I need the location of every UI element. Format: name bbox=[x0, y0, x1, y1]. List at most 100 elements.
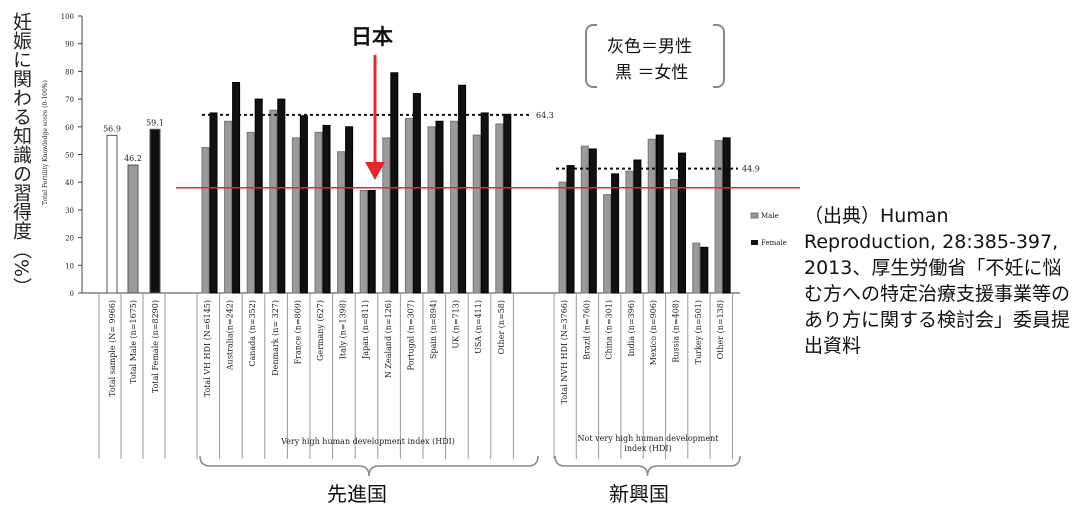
x-tick-label: Canada (n=352) bbox=[248, 300, 257, 367]
x-tick-label: Total NVH HDI (N=3766) bbox=[560, 300, 569, 404]
y-axis-title: 妊娠に関わる知識の習得度（%） bbox=[10, 12, 32, 297]
bar-female-nvhhdi bbox=[633, 159, 642, 294]
reference-label-vhhdi: 64.3 bbox=[536, 111, 554, 120]
bar-male-vhhdi bbox=[337, 151, 346, 294]
bar-female-nvhhdi bbox=[588, 148, 597, 294]
bar-male-nvhhdi bbox=[714, 140, 723, 294]
group-title-nvhhdi-line2: index (HDI) bbox=[624, 444, 671, 453]
bar-female-nvhhdi bbox=[611, 173, 620, 294]
x-tick-label: Total VH HDI (N=6145) bbox=[203, 300, 212, 397]
data-label: 56.9 bbox=[103, 124, 121, 133]
y-tick-label: 10 bbox=[65, 262, 74, 270]
x-tick-label: Germany (627) bbox=[316, 300, 325, 361]
reference-label-nvhhdi: 44.9 bbox=[742, 165, 760, 174]
bar-male-vhhdi bbox=[427, 126, 436, 294]
bar-female-vhhdi bbox=[412, 93, 421, 294]
bar-female-vhhdi bbox=[458, 84, 467, 294]
bar-male-nvhhdi bbox=[692, 242, 701, 294]
inner-legend-female-swatch bbox=[751, 240, 758, 245]
x-tick-label: Portugal (n=307) bbox=[406, 300, 415, 370]
bar-total bbox=[106, 134, 118, 294]
data-label: 59.1 bbox=[146, 118, 164, 127]
inner-legend-male-swatch bbox=[750, 212, 759, 219]
x-tick-label: Other (n=138) bbox=[716, 300, 725, 359]
bar-male-vhhdi bbox=[269, 109, 278, 294]
y-tick-label: 60 bbox=[65, 124, 74, 132]
x-tick-label: UK (n=713) bbox=[452, 300, 461, 349]
y-tick-label: 90 bbox=[65, 41, 74, 49]
brace-developed bbox=[199, 455, 539, 477]
bar-female-nvhhdi bbox=[722, 137, 731, 294]
bar-male-vhhdi bbox=[246, 131, 255, 294]
bar-female-nvhhdi bbox=[566, 165, 575, 294]
bar-female-vhhdi bbox=[345, 126, 354, 294]
y-axis-inner-title: Total Fertility Knowledge score (0-100%) bbox=[42, 80, 49, 205]
bar-male-vhhdi bbox=[472, 134, 481, 294]
bar-female-vhhdi bbox=[209, 112, 218, 294]
group-label-developed: 先進国 bbox=[327, 482, 387, 506]
x-tick-label: Japan (n=811) bbox=[361, 300, 370, 360]
bar-female-nvhhdi bbox=[655, 134, 664, 294]
y-tick-label: 0 bbox=[70, 290, 74, 298]
inner-legend-male: Male bbox=[761, 212, 779, 220]
x-tick-label: India (n=396) bbox=[627, 300, 636, 357]
bar-female-vhhdi bbox=[503, 113, 512, 294]
bar-female-vhhdi bbox=[277, 98, 286, 294]
x-tick-label: Denmark (n= 327) bbox=[271, 300, 280, 376]
bar-male-nvhhdi bbox=[558, 181, 567, 294]
bar-male-vhhdi bbox=[201, 147, 210, 294]
bar-male-nvhhdi bbox=[625, 170, 634, 294]
bar-male-nvhhdi bbox=[670, 178, 678, 294]
y-tick-label: 50 bbox=[65, 152, 74, 160]
x-tick-label: Brazil (n=760) bbox=[582, 300, 591, 360]
y-tick-label: 70 bbox=[65, 96, 74, 104]
legend-bracket-right bbox=[713, 24, 725, 88]
bar-male-vhhdi bbox=[224, 120, 233, 294]
x-tick-label: Total Male (n=1675) bbox=[129, 300, 138, 384]
bar-female-nvhhdi bbox=[700, 246, 709, 294]
group-title-nvhhdi-line1: Not very high human development bbox=[578, 434, 720, 443]
bar-female-vhhdi bbox=[299, 115, 308, 294]
source-note: （出典）Human Reproduction, 28:385-397, 2013… bbox=[804, 205, 1071, 357]
legend-female: 黒 ＝女性 bbox=[615, 63, 689, 83]
legend-male: 灰色＝男性 bbox=[607, 37, 692, 57]
x-tick-label: Mexico (n=906) bbox=[649, 300, 658, 365]
inner-legend-female: Female bbox=[761, 239, 787, 247]
y-tick-label: 80 bbox=[65, 68, 74, 76]
y-tick-label: 30 bbox=[65, 207, 74, 215]
bar-male-nvhhdi bbox=[647, 138, 656, 294]
legend-bracket-left bbox=[585, 24, 597, 88]
bar-total bbox=[149, 128, 161, 294]
x-tick-label: Spain (n=894) bbox=[429, 300, 438, 359]
bar-male-vhhdi bbox=[359, 190, 368, 294]
color-legend: 灰色＝男性 黒 ＝女性 bbox=[585, 24, 725, 88]
x-tick-label: USA (n=411) bbox=[474, 300, 483, 354]
bar-male-vhhdi bbox=[495, 123, 504, 294]
x-tick-label: N Zealand (n=126) bbox=[384, 300, 393, 378]
x-tick-label: Total sample (N= 9966) bbox=[108, 300, 117, 397]
bar-total bbox=[127, 164, 139, 294]
group-title-vhhdi: Very high human development index (HDI) bbox=[280, 437, 455, 446]
bar-female-vhhdi bbox=[367, 190, 376, 294]
bar-female-nvhhdi bbox=[678, 152, 686, 294]
bar-male-vhhdi bbox=[382, 137, 391, 294]
japan-annotation: 日本 bbox=[351, 25, 393, 49]
x-tick-label: Australia(n=242) bbox=[226, 300, 235, 371]
x-tick-label: Turkey (n=501) bbox=[694, 300, 703, 364]
bar-male-vhhdi bbox=[291, 137, 300, 294]
group-label-emerging: 新興国 bbox=[609, 482, 669, 506]
x-tick-label: China (n=301) bbox=[605, 300, 614, 360]
data-label: 46.2 bbox=[124, 154, 142, 163]
bar-female-vhhdi bbox=[254, 98, 263, 294]
x-tick-label: Italy (n=1398) bbox=[339, 300, 348, 359]
japan-arrow-head bbox=[365, 162, 385, 180]
y-tick-label: 40 bbox=[65, 179, 74, 187]
bar-female-vhhdi bbox=[435, 120, 444, 294]
bar-female-vhhdi bbox=[322, 124, 331, 294]
y-tick-label: 100 bbox=[61, 13, 74, 21]
x-tick-label: Other (n=58) bbox=[497, 300, 506, 354]
y-tick-label: 20 bbox=[65, 235, 74, 243]
bar-male-vhhdi bbox=[450, 120, 459, 294]
x-tick-label: France (n=809) bbox=[293, 300, 302, 364]
